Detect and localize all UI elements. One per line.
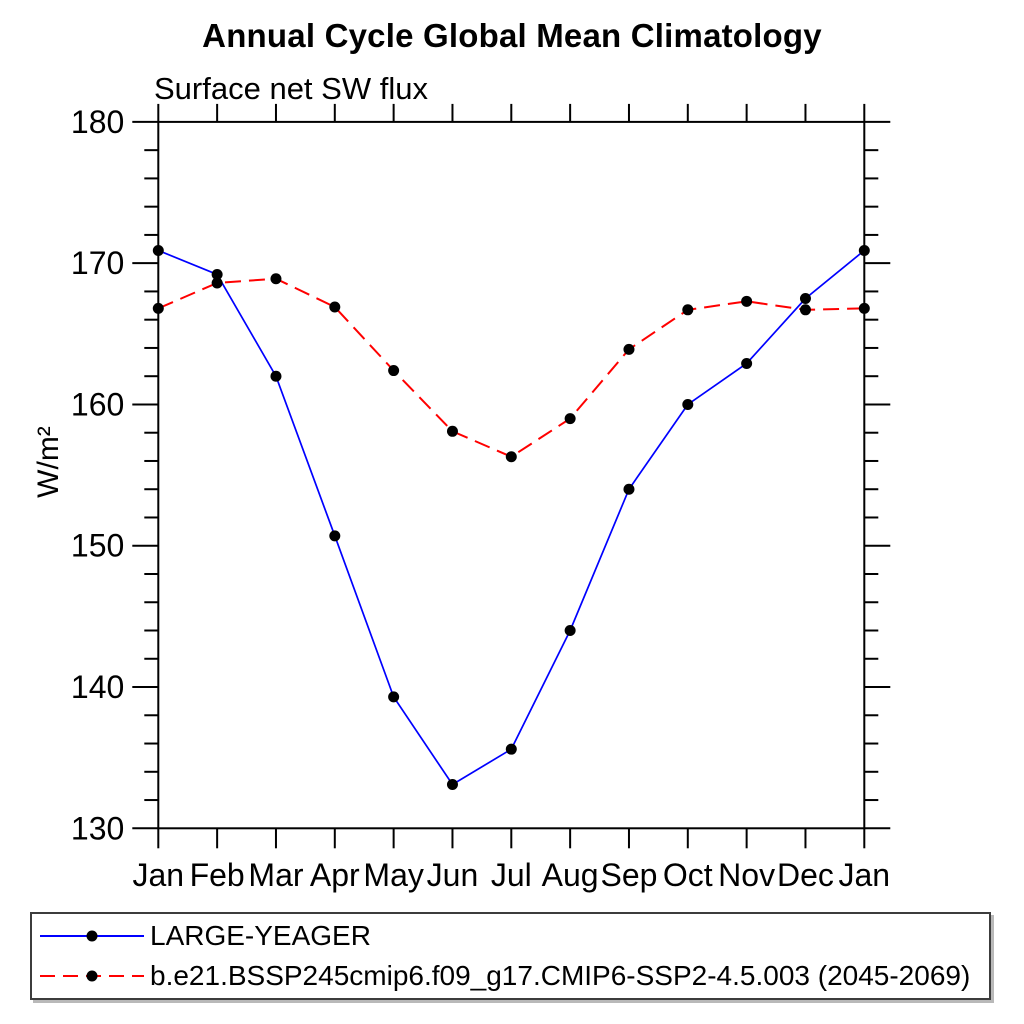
x-tick-label: Apr: [310, 857, 360, 893]
x-tick-label: Oct: [663, 857, 713, 893]
data-point: [682, 304, 694, 316]
x-tick-label: Dec: [777, 857, 834, 893]
x-tick-label: Aug: [542, 857, 599, 893]
data-point: [446, 425, 458, 437]
x-tick-label: Jan: [839, 857, 891, 893]
data-point: [623, 343, 635, 355]
data-point: [741, 295, 753, 307]
y-axis-label: W/m²: [32, 426, 65, 498]
legend-item: LARGE-YEAGER: [36, 919, 989, 953]
data-point: [505, 743, 517, 755]
x-tick-label: Jan: [133, 857, 185, 893]
x-tick-label: Nov: [718, 857, 775, 893]
x-tick-label: Mar: [248, 857, 303, 893]
legend-dashed-line-marker-icon: [40, 970, 144, 982]
y-tick-label: 170: [71, 245, 124, 281]
x-tick-label: Sep: [600, 857, 657, 893]
data-point: [388, 365, 400, 377]
x-tick-label: May: [363, 857, 423, 893]
data-point: [623, 483, 635, 495]
data-point: [446, 779, 458, 791]
series-line: [157, 277, 865, 458]
data-point: [329, 530, 341, 542]
data-point: [270, 273, 282, 285]
y-tick-label: 140: [71, 669, 124, 705]
data-point: [858, 244, 870, 256]
data-point: [799, 304, 811, 316]
y-tick-label: 130: [71, 810, 124, 846]
legend-solid-line-marker-icon: [40, 930, 144, 942]
legend-item: b.e21.BSSP245cmip6.f09_g17.CMIP6-SSP2-4.…: [36, 959, 989, 993]
x-tick-label: Jun: [427, 857, 479, 893]
plot-frame: [157, 120, 866, 830]
data-point: [858, 302, 870, 314]
data-point: [564, 625, 576, 637]
data-point: [270, 370, 282, 382]
data-point: [799, 293, 811, 304]
data-point: [505, 451, 517, 463]
legend-label: LARGE-YEAGER: [150, 920, 371, 951]
data-point: [564, 413, 576, 425]
data-point: [388, 691, 400, 703]
data-point: [152, 244, 164, 256]
chart-subtitle: Surface net SW flux: [154, 71, 428, 106]
legend-label: b.e21.BSSP245cmip6.f09_g17.CMIP6-SSP2-4.…: [150, 960, 971, 991]
x-tick-label: Jul: [491, 857, 532, 893]
x-tick-label: Feb: [190, 857, 245, 893]
data-point: [329, 301, 341, 313]
y-tick-label: 180: [71, 104, 124, 140]
data-point: [211, 268, 223, 280]
data-point: [741, 357, 753, 369]
data-point: [211, 277, 223, 289]
data-point: [152, 302, 164, 314]
legend: LARGE-YEAGER b.e21.BSSP245cmip6.f09_g17.…: [30, 912, 991, 1000]
chart-title: Annual Cycle Global Mean Climatology: [202, 17, 822, 54]
data-point: [682, 398, 694, 410]
y-tick-label: 160: [71, 386, 124, 422]
y-tick-label: 150: [71, 528, 124, 564]
series-line: [157, 249, 865, 786]
